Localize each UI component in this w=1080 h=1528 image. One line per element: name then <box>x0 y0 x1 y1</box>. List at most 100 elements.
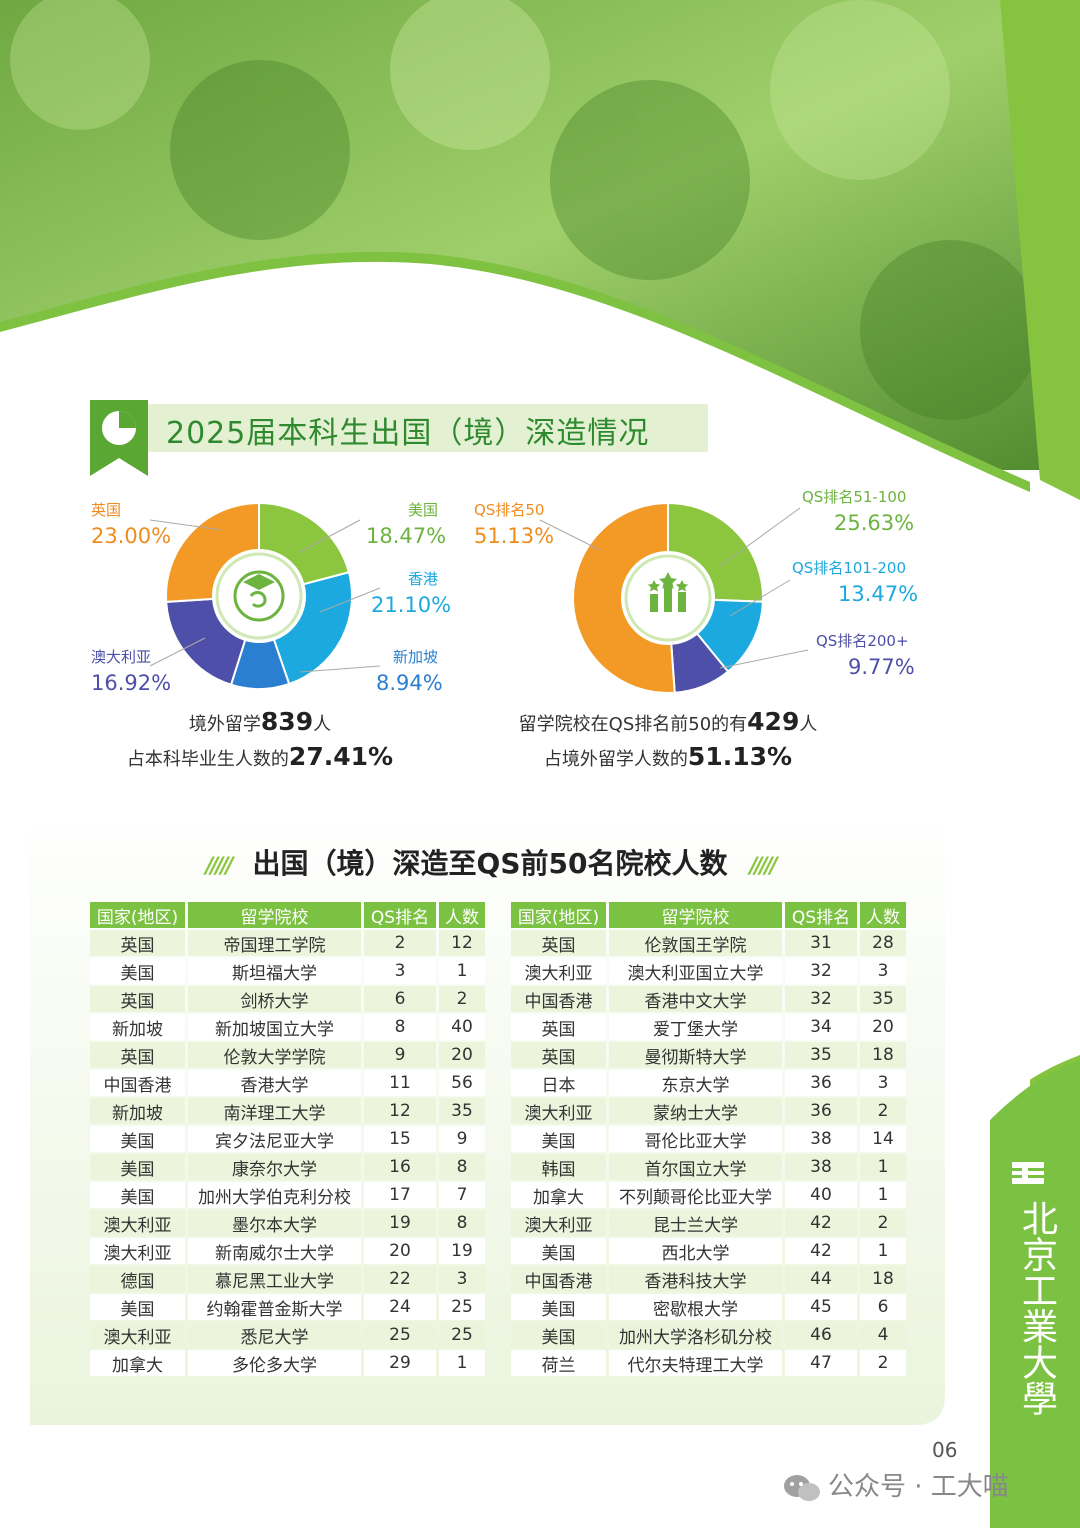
cell-count: 25 <box>439 1322 485 1348</box>
cell-school: 昆士兰大学 <box>609 1210 782 1236</box>
cell-qs-rank: 6 <box>364 986 436 1012</box>
cell-count: 56 <box>439 1070 485 1096</box>
cell-country: 澳大利亚 <box>511 1210 606 1236</box>
cell-country: 英国 <box>90 1042 185 1068</box>
cell-country: 英国 <box>511 1014 606 1040</box>
cell-school: 慕尼黑工业大学 <box>188 1266 361 1292</box>
cell-count: 14 <box>860 1126 906 1152</box>
cell-country: 澳大利亚 <box>90 1210 185 1236</box>
table-row: 英国 伦敦大学学院 9 20 <box>90 1042 485 1068</box>
cell-count: 1 <box>439 958 485 984</box>
header-qs-rank: QS排名 <box>785 902 857 928</box>
cell-country: 美国 <box>511 1126 606 1152</box>
slice-hong-kong <box>272 571 353 686</box>
pie-chart-icon <box>102 411 136 445</box>
cell-country: 美国 <box>90 1182 185 1208</box>
cell-school: 哥伦比亚大学 <box>609 1126 782 1152</box>
summary-left: 境外留学839人 占本科毕业生人数的27.41% <box>126 707 394 771</box>
header-country: 国家(地区) <box>511 902 606 928</box>
cell-school: 加州大学伯克利分校 <box>188 1182 361 1208</box>
table-row: 加拿大 多伦多大学 29 1 <box>90 1350 485 1376</box>
leader-line <box>729 579 791 617</box>
label-us-name: 美国 <box>408 501 439 519</box>
cell-country: 新加坡 <box>90 1098 185 1124</box>
cell-country: 澳大利亚 <box>90 1238 185 1264</box>
title-bar <box>148 404 708 452</box>
cell-count: 8 <box>439 1154 485 1180</box>
cell-country: 美国 <box>90 1154 185 1180</box>
table-row: 韩国 首尔国立大学 38 1 <box>511 1154 906 1180</box>
cell-count: 4 <box>860 1322 906 1348</box>
cell-qs-rank: 32 <box>785 986 857 1012</box>
cell-school: 香港中文大学 <box>609 986 782 1012</box>
cell-qs-rank: 17 <box>364 1182 436 1208</box>
cell-qs-rank: 16 <box>364 1154 436 1180</box>
cell-country: 美国 <box>90 1126 185 1152</box>
slice-qs-top50 <box>572 501 676 694</box>
donut-center <box>215 552 303 640</box>
donut-charts <box>149 501 809 694</box>
leader-line <box>149 637 206 667</box>
wechat-icon <box>784 1474 820 1501</box>
leader-line <box>299 519 361 553</box>
label-au-value: 16.92% <box>91 671 172 695</box>
cell-school: 加州大学洛杉矶分校 <box>609 1322 782 1348</box>
leaf-texture <box>10 0 1040 420</box>
cell-country: 美国 <box>511 1322 606 1348</box>
cell-school: 香港大学 <box>188 1070 361 1096</box>
slice-us <box>258 501 351 586</box>
cell-school: 墨尔本大学 <box>188 1210 361 1236</box>
label-qs50-value: 51.13% <box>474 524 555 548</box>
cell-country: 美国 <box>511 1294 606 1320</box>
cell-country: 德国 <box>90 1266 185 1292</box>
cell-school: 爱丁堡大学 <box>609 1014 782 1040</box>
table-right: 国家(地区) 留学院校 QS排名 人数 英国 伦敦国王学院 31 28 澳大利亚 澳大利亚… <box>508 900 909 1378</box>
cell-qs-rank: 25 <box>364 1322 436 1348</box>
table-row: 美国 宾夕法尼亚大学 15 9 <box>90 1126 485 1152</box>
cell-country: 澳大利亚 <box>90 1322 185 1348</box>
table-row: 英国 爱丁堡大学 34 20 <box>511 1014 906 1040</box>
table-row: 澳大利亚 墨尔本大学 19 8 <box>90 1210 485 1236</box>
table-row: 中国香港 香港科技大学 44 18 <box>511 1266 906 1292</box>
cell-qs-rank: 8 <box>364 1014 436 1040</box>
cell-school: 康奈尔大学 <box>188 1154 361 1180</box>
header-school: 留学院校 <box>609 902 782 928</box>
cell-count: 9 <box>439 1126 485 1152</box>
cell-qs-rank: 12 <box>364 1098 436 1124</box>
table-row: 澳大利亚 澳大利亚国立大学 32 3 <box>511 958 906 984</box>
leader-line <box>539 519 601 551</box>
cell-count: 35 <box>439 1098 485 1124</box>
cell-country: 加拿大 <box>511 1182 606 1208</box>
label-qs51-value: 25.63% <box>834 511 915 535</box>
header-count: 人数 <box>439 902 485 928</box>
label-qs101-value: 13.47% <box>838 582 919 606</box>
cell-school: 帝国理工学院 <box>188 930 361 956</box>
cell-qs-rank: 44 <box>785 1266 857 1292</box>
cell-country: 美国 <box>511 1238 606 1264</box>
table-row: 澳大利亚 蒙纳士大学 36 2 <box>511 1098 906 1124</box>
cell-qs-rank: 46 <box>785 1322 857 1348</box>
cell-count: 3 <box>860 1070 906 1096</box>
cell-country: 英国 <box>90 986 185 1012</box>
cell-count: 20 <box>860 1014 906 1040</box>
cell-count: 12 <box>439 930 485 956</box>
table-row: 澳大利亚 悉尼大学 25 25 <box>90 1322 485 1348</box>
table-row: 中国香港 香港中文大学 32 35 <box>511 986 906 1012</box>
cell-count: 2 <box>439 986 485 1012</box>
cell-count: 2 <box>860 1210 906 1236</box>
cell-qs-rank: 42 <box>785 1210 857 1236</box>
label-sg-name: 新加坡 <box>393 648 439 666</box>
cell-count: 40 <box>439 1014 485 1040</box>
donut-destination-countries <box>165 501 353 690</box>
cell-qs-rank: 36 <box>785 1098 857 1124</box>
table-row: 澳大利亚 新南威尔士大学 20 19 <box>90 1238 485 1264</box>
leader-line <box>149 519 223 531</box>
label-qs50-name: QS排名50 <box>474 501 545 519</box>
cell-count: 3 <box>439 1266 485 1292</box>
title-decoration-right: ///// <box>749 854 777 879</box>
page-number: 06 <box>932 1438 958 1462</box>
leader-line <box>719 649 809 669</box>
cell-country: 新加坡 <box>90 1014 185 1040</box>
cell-qs-rank: 2 <box>364 930 436 956</box>
cell-school: 香港科技大学 <box>609 1266 782 1292</box>
